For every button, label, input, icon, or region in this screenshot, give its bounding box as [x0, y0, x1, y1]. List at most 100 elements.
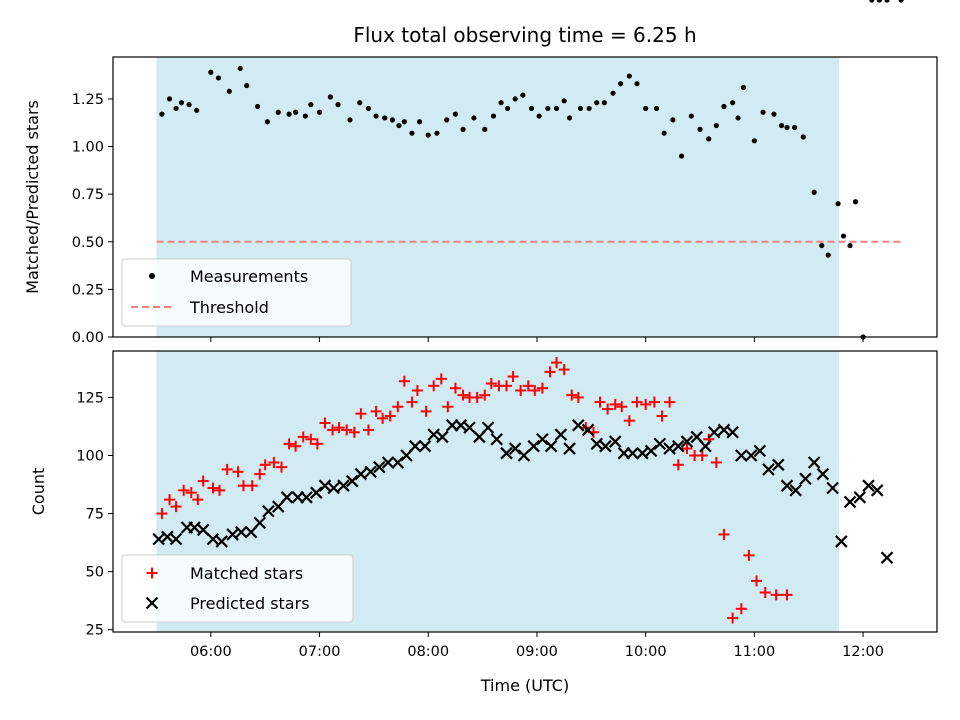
predicted-star-point — [262, 504, 275, 518]
measurement-point — [791, 124, 798, 131]
predicted-star-point — [799, 472, 812, 486]
predicted-star-point — [327, 481, 340, 495]
measurement-point — [237, 65, 243, 72]
matched-star-point — [221, 463, 233, 475]
matched-star-point — [522, 380, 534, 392]
measurement-point — [434, 130, 440, 136]
predicted-star-point — [680, 435, 694, 448]
measurement-point — [771, 111, 777, 117]
measurement-point — [626, 73, 632, 79]
predicted-star-point — [853, 491, 867, 504]
matched-star-point — [479, 389, 491, 401]
measurement-point — [566, 115, 573, 121]
predicted-star-point — [608, 435, 622, 448]
predicted-star-point — [653, 437, 667, 451]
matched-star-point — [392, 401, 404, 413]
legend-plus — [146, 567, 158, 579]
predicted-star-point — [454, 419, 468, 432]
ratio-legend: Measurements Threshold — [121, 258, 352, 327]
matched-star-point — [735, 603, 747, 615]
matched-star-point — [192, 494, 204, 506]
matched-star-point — [311, 438, 323, 450]
matched-star-point — [348, 426, 360, 438]
predicted-star-point — [463, 421, 476, 434]
predicted-star-point — [161, 530, 174, 544]
predicted-star-point — [826, 481, 839, 495]
measurement-point — [577, 105, 584, 112]
matched-star-point — [406, 396, 418, 408]
matched-star-point — [696, 450, 708, 462]
matched-star-point — [594, 396, 606, 408]
measurement-point — [811, 189, 817, 195]
matched-star-point — [623, 415, 635, 427]
matched-star-point — [656, 410, 668, 422]
matched-star-point — [268, 456, 280, 468]
predicted-star-point — [436, 430, 449, 444]
matched-star-point — [664, 396, 676, 408]
measurement-point — [819, 242, 825, 249]
predicted-star-point — [644, 444, 658, 458]
matched-star-point — [751, 575, 763, 587]
measurement-point — [643, 105, 649, 112]
predicted-star-point — [699, 439, 712, 453]
measurement-point — [661, 130, 667, 136]
y-tick-label: 75 — [86, 507, 104, 523]
chart-title: Flux total observing time = 6.25 h — [353, 23, 696, 47]
predicted-star-point — [481, 421, 495, 434]
predicted-star-point — [517, 449, 531, 462]
matched-star-point — [507, 371, 519, 383]
measurement-point — [876, 0, 882, 3]
matched-star-point — [648, 396, 660, 408]
legend-predicted-label: Predicted stars — [190, 594, 310, 613]
measurement-point — [316, 109, 323, 115]
matched-star-point — [254, 468, 266, 480]
measurement-point — [678, 153, 685, 159]
predicted-star-point — [196, 523, 210, 537]
measurement-point — [389, 117, 395, 123]
measurement-point — [482, 126, 488, 132]
measurement-point — [706, 136, 712, 142]
predicted-star-point — [807, 456, 821, 469]
matched-star-point — [341, 424, 353, 436]
measurement-point — [735, 115, 741, 121]
ratio-y-ticks: 0.00 0.25 0.50 0.75 1.00 1.25 — [72, 92, 113, 346]
predicted-stars-points — [152, 419, 894, 564]
predicted-star-point — [581, 423, 595, 437]
count-axes-frame — [112, 350, 938, 633]
matched-star-point — [333, 422, 345, 434]
predicted-star-point — [490, 432, 504, 446]
count-y-axis-label: Count — [29, 468, 48, 516]
matched-star-point — [435, 373, 447, 385]
x-tick-label: 08:00 — [407, 644, 449, 660]
measurement-point — [460, 126, 466, 132]
predicted-star-point — [735, 449, 748, 462]
y-tick-label: 0.00 — [72, 330, 104, 346]
measurement-point — [409, 130, 415, 136]
matched-star-point — [770, 589, 782, 601]
measurement-point — [784, 124, 790, 131]
legend-measurements-label: Measurements — [190, 267, 308, 286]
measurement-point — [594, 100, 600, 106]
predicted-star-point — [816, 467, 830, 481]
predicted-star-point — [726, 426, 739, 439]
x-tick-label: 10:00 — [625, 644, 667, 660]
matched-star-point — [515, 384, 527, 396]
y-tick-label: 1.00 — [72, 140, 104, 156]
predicted-star-point — [206, 532, 220, 546]
predicted-star-point — [753, 444, 767, 458]
predicted-star-point — [253, 516, 267, 530]
matched-star-point — [214, 484, 226, 496]
predicted-star-point — [345, 474, 359, 488]
measurement-point — [760, 109, 766, 115]
matched-star-point — [681, 443, 693, 455]
predicted-star-point — [318, 479, 332, 492]
predicted-star-point — [536, 432, 549, 446]
measurement-point — [697, 126, 703, 132]
legend-matched-label: Matched stars — [190, 564, 303, 583]
y-tick-label: 125 — [76, 390, 104, 406]
measurement-point — [396, 122, 402, 129]
matched-star-point — [471, 391, 483, 403]
predicted-star-point — [508, 442, 522, 455]
matched-star-point — [411, 384, 423, 396]
matched-star-point — [572, 391, 584, 403]
